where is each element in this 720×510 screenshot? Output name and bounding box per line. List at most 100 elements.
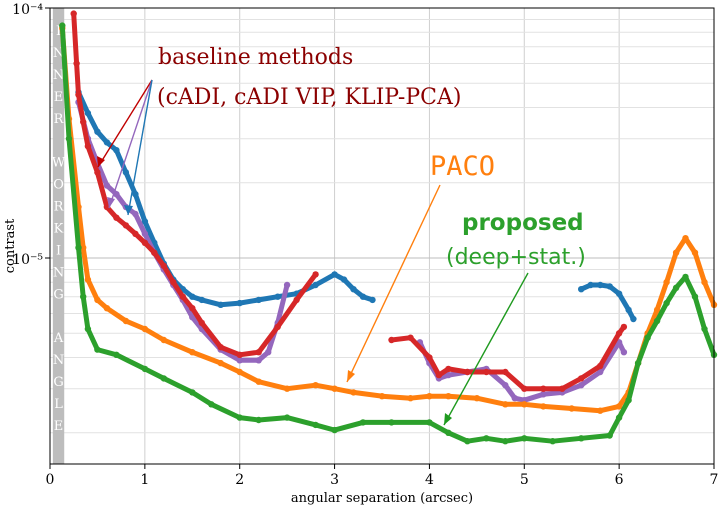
data-point-proposed-deep-stat <box>691 293 699 300</box>
data-point-klip-pca <box>559 385 566 392</box>
arrowhead-proposed <box>444 413 452 425</box>
data-point-proposed-deep-stat <box>208 401 215 408</box>
data-point-klip-pca <box>312 271 319 278</box>
data-point-cadi-vip <box>511 395 518 402</box>
data-point-paco <box>615 403 623 410</box>
data-point-paco <box>682 235 689 242</box>
iwa-letter: R <box>54 112 65 127</box>
data-point-klip-pca <box>189 305 196 312</box>
data-point-proposed-deep-stat <box>236 414 243 421</box>
iwa-letter: E <box>54 419 64 434</box>
data-point-klip-pca <box>236 351 243 358</box>
annotation-baseline-title: baseline methods <box>158 45 353 70</box>
data-point-cadi <box>578 286 585 293</box>
data-point-cadi <box>312 281 319 289</box>
data-point-cadi <box>340 276 348 283</box>
data-point-paco <box>407 395 414 402</box>
data-point-paco <box>350 389 357 396</box>
y-tick-label: 10⁻⁵ <box>12 252 43 268</box>
data-point-paco <box>597 407 604 414</box>
data-point-cadi <box>103 139 111 146</box>
data-point-cadi <box>274 293 281 300</box>
data-point-klip-pca <box>255 349 262 356</box>
data-point-paco <box>473 395 481 402</box>
data-point-klip-pca <box>615 330 623 337</box>
annotation-proposed-detail: (deep+stat.) <box>446 245 586 270</box>
data-point-proposed-deep-stat <box>521 435 528 442</box>
data-point-paco <box>378 393 386 400</box>
data-point-klip-pca <box>160 262 167 270</box>
data-point-klip-pca <box>483 368 490 376</box>
arrow-to-proposed <box>443 272 529 426</box>
data-point-paco <box>653 306 661 314</box>
data-point-proposed-deep-stat <box>653 317 661 325</box>
data-point-cadi <box>122 169 130 176</box>
data-point-proposed-deep-stat <box>283 414 291 421</box>
data-point-klip-pca <box>521 385 528 392</box>
data-point-paco <box>672 249 680 256</box>
data-point-cadi <box>189 293 196 300</box>
data-point-paco <box>160 336 167 344</box>
iwa-letter: R <box>54 200 65 215</box>
data-point-proposed-deep-stat <box>255 416 262 424</box>
data-point-paco <box>103 305 111 312</box>
data-point-cadi-vip <box>141 230 149 237</box>
data-point-proposed-deep-stat <box>75 244 82 251</box>
data-point-paco <box>568 405 575 412</box>
data-point-cadi <box>606 283 613 290</box>
data-point-cadi-vip <box>597 368 604 376</box>
data-point-cadi <box>350 286 357 293</box>
data-point-proposed-deep-stat <box>625 397 632 404</box>
data-point-proposed-deep-stat <box>59 22 66 29</box>
iwa-letter: N <box>53 265 64 280</box>
data-point-proposed-deep-stat <box>483 435 490 442</box>
iwa-letter: I <box>56 243 61 258</box>
data-point-cadi <box>198 296 205 304</box>
data-point-proposed-deep-stat <box>464 438 471 445</box>
annotation-proposed: proposed <box>462 210 584 236</box>
x-tick-label: 7 <box>710 472 719 488</box>
data-point-klip-pca <box>464 368 471 376</box>
data-point-cadi-vip <box>236 357 243 364</box>
data-point-cadi-vip <box>620 349 628 356</box>
data-point-proposed-deep-stat <box>331 426 338 434</box>
data-point-proposed-deep-stat <box>80 293 87 300</box>
data-point-paco <box>217 359 224 367</box>
data-point-proposed-deep-stat <box>606 432 613 439</box>
data-point-klip-pca <box>540 385 547 392</box>
iwa-letter: A <box>53 331 64 346</box>
arrowhead-cadi-vip <box>107 197 115 208</box>
data-point-klip-pca <box>198 319 205 327</box>
data-point-proposed-deep-stat <box>312 421 319 429</box>
data-point-proposed-deep-stat <box>502 438 509 445</box>
arrow-to-cadi-vip <box>108 79 153 209</box>
data-point-klip-pca <box>407 334 414 341</box>
data-point-cadi-vip <box>132 210 139 218</box>
data-point-klip-pca <box>293 296 300 304</box>
data-point-cadi <box>630 315 637 323</box>
y-axis-label: contrast <box>3 218 18 273</box>
data-point-cadi <box>359 293 367 300</box>
data-point-klip-pca <box>103 203 111 211</box>
annotation-arrows <box>97 79 529 426</box>
data-point-klip-pca <box>84 143 92 150</box>
data-point-paco <box>189 349 196 356</box>
x-tick-label: 6 <box>615 472 624 488</box>
arrowhead-cadi <box>124 205 133 215</box>
iwa-letter: N <box>53 353 64 368</box>
data-point-cadi-vip <box>502 382 509 389</box>
data-point-cadi-vip <box>445 371 452 379</box>
data-point-cadi <box>597 281 604 289</box>
data-point-klip-pca <box>274 323 281 331</box>
data-point-klip-pca <box>122 222 130 229</box>
data-point-cadi-vip <box>265 349 272 356</box>
data-point-klip-pca <box>151 249 158 256</box>
data-point-paco <box>663 279 670 286</box>
iwa-letter: L <box>54 397 63 412</box>
data-point-proposed-deep-stat <box>388 419 395 426</box>
inner-working-angle-band <box>52 8 65 464</box>
data-point-proposed-deep-stat <box>644 334 651 341</box>
x-axis-label: angular separation (arcsec) <box>291 491 473 506</box>
y-tick-label: 10⁻⁴ <box>12 2 43 18</box>
